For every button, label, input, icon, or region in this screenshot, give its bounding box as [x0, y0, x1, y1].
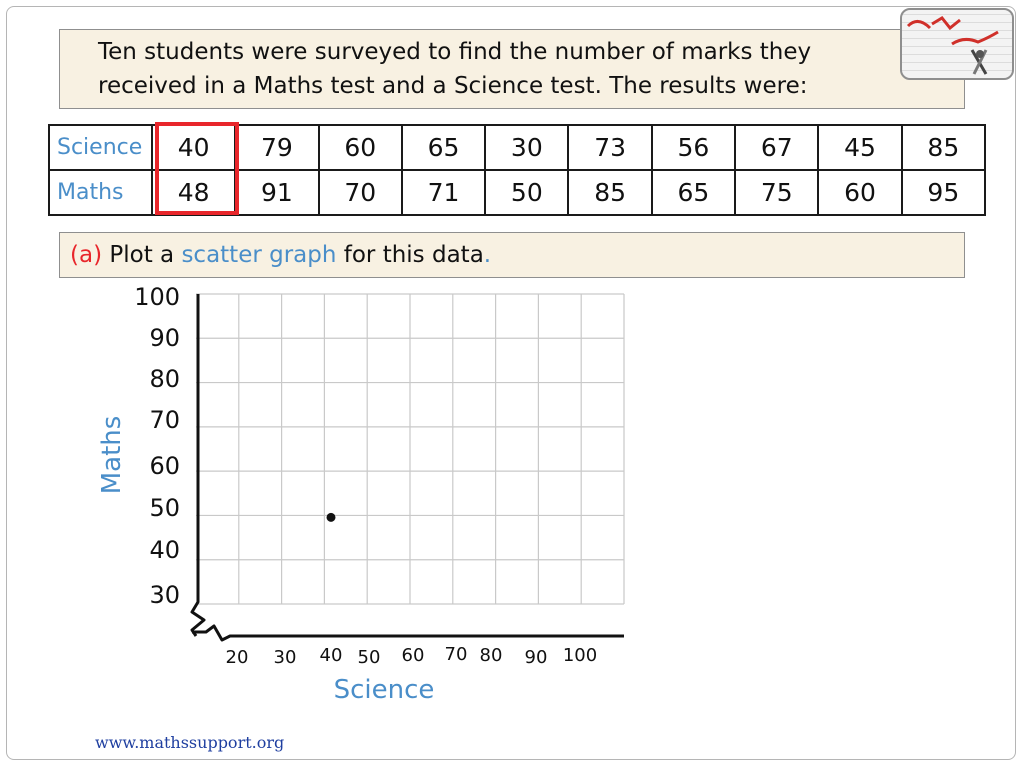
question-period: .: [483, 242, 492, 268]
x-axis: [192, 624, 624, 642]
y-axis: [190, 294, 206, 637]
y-tick-label: 100: [134, 283, 180, 311]
y-tick-label: 50: [149, 494, 180, 522]
y-tick-label: 60: [149, 452, 180, 480]
question-text-after: for this data: [343, 242, 484, 268]
table-cell: 95: [900, 169, 987, 216]
x-tick-label: 30: [274, 647, 297, 668]
x-tick-label: 40: [320, 645, 343, 666]
table-cell: 56: [650, 124, 737, 171]
y-axis-label: Maths: [97, 416, 127, 495]
table-cell: 65: [400, 124, 487, 171]
row-label-maths: Maths: [48, 169, 153, 216]
x-tick-label: 60: [402, 645, 425, 666]
data-point: [326, 512, 336, 522]
table-cell: 79: [234, 124, 320, 171]
row-label-science: Science: [48, 124, 153, 171]
x-tick-label: 50: [358, 647, 381, 668]
question-highlight: scatter graph: [181, 242, 337, 268]
intro-box: [59, 29, 965, 109]
maths-support-logo: [900, 8, 1014, 80]
table-cell: 73: [567, 124, 653, 171]
table-cell: 67: [734, 124, 820, 171]
question-part: (a): [70, 242, 103, 268]
y-tick-label: 80: [149, 365, 180, 393]
table-row-science: Science 40 79 60 65 30 73 56 67 45 85: [48, 124, 987, 171]
x-tick-label: 70: [445, 644, 468, 665]
table-cell: 60: [317, 124, 403, 171]
x-tick-label: 80: [480, 645, 503, 666]
table-cell: 70: [317, 169, 403, 216]
table-cell: 40: [150, 124, 237, 171]
question-text: (a) Plot a scatter graph for this data.: [70, 240, 491, 270]
table-cell: 48: [150, 169, 237, 216]
table-cell: 65: [650, 169, 737, 216]
intro-text: Ten students were surveyed to find the n…: [98, 35, 958, 103]
x-tick-label: 90: [525, 647, 548, 668]
question-box: [59, 232, 965, 278]
table-cell: 85: [567, 169, 653, 216]
table-cell: 50: [484, 169, 570, 216]
y-tick-label: 70: [149, 406, 180, 434]
footer-url: www.mathssupport.org: [95, 733, 285, 752]
x-axis-label: Science: [334, 675, 435, 705]
table-cell: 30: [484, 124, 570, 171]
question-text-before: Plot a: [109, 242, 175, 268]
x-tick-label: 100: [563, 645, 597, 666]
table-row-maths: Maths 48 91 70 71 50 85 65 75 60 95: [48, 169, 987, 216]
table-cell: 45: [817, 124, 903, 171]
table-cell: 60: [817, 169, 903, 216]
y-tick-label: 90: [149, 324, 180, 352]
table-cell: 85: [900, 124, 987, 171]
table-cell: 91: [234, 169, 320, 216]
first-column-highlight: [155, 122, 239, 215]
intro-line-1: Ten students were surveyed to find the n…: [98, 39, 812, 65]
y-tick-label: 30: [149, 581, 180, 609]
results-table: Science 40 79 60 65 30 73 56 67 45 85 Ma…: [48, 124, 987, 216]
x-tick-label: 20: [226, 647, 249, 668]
intro-line-2: received in a Maths test and a Science t…: [98, 73, 808, 99]
table-cell: 75: [734, 169, 820, 216]
table-cell: 71: [400, 169, 487, 216]
y-tick-label: 40: [149, 536, 180, 564]
